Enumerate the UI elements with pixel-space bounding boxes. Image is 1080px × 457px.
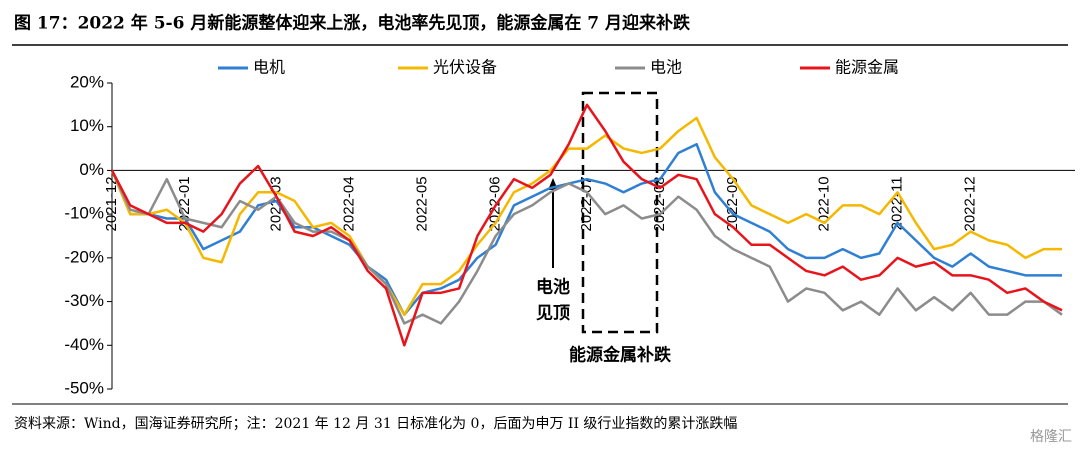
x-tick-label: 2022-12 [962,176,979,231]
legend-label: 光伏设备 [433,58,497,77]
x-tick-label: 2022-09 [724,176,741,231]
annotation: 电池 [536,277,570,298]
y-tick-label: 0% [79,160,104,179]
x-tick-label: 2022-07 [578,176,595,231]
legend-label: 电机 [253,58,285,77]
y-tick-label: -10% [64,204,104,223]
legend-label: 电池 [650,58,682,77]
x-tick-label: 2021-12 [103,176,120,231]
x-tick-label: 2022-11 [889,176,906,230]
series-line [110,169,1063,325]
watermark: 格隆汇 [1030,429,1072,445]
annotation: 见顶 [536,304,570,324]
y-tick-label: 20% [70,72,104,91]
highlight-box [581,91,659,334]
series-line [110,116,1062,316]
x-tick-label: 2022-04 [340,176,357,231]
x-tick-label: 2022-05 [414,176,431,231]
y-tick-label: -20% [64,247,104,266]
series-line [110,103,1063,347]
y-tick-label: -40% [64,335,104,354]
annotation: 能源金属补跌 [569,345,672,366]
source-note: 资料来源：Wind，国海证券研究所；注：2021 年 12 月 31 日标准化为… [14,416,737,432]
x-tick-label: 2022-08 [651,176,668,231]
y-tick-label: 10% [70,116,104,135]
y-tick-label: -50% [64,378,104,397]
y-tick-label: -30% [64,291,104,310]
chart-title: 图 17：2022 年 5-6 月新能源整体迎来上涨，电池率先见顶，能源金属在 … [14,13,691,34]
legend-label: 能源金属 [835,58,899,77]
